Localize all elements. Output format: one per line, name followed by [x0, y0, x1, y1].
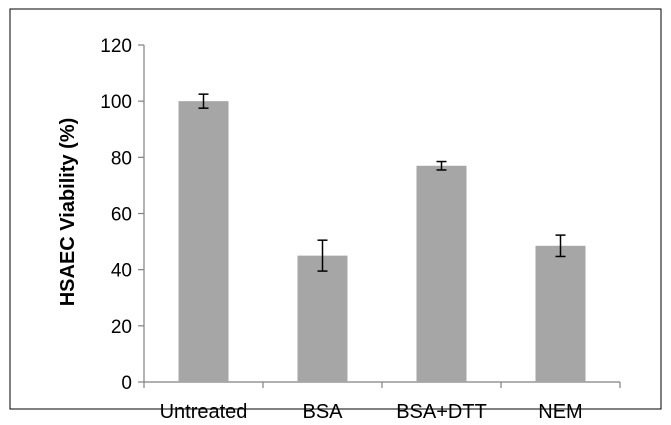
y-tick-label: 80	[111, 148, 132, 169]
x-category-label: BSA	[302, 401, 343, 423]
error-bar	[436, 160, 447, 171]
bar	[178, 101, 229, 383]
error-bar	[198, 93, 209, 109]
error-bar	[317, 239, 328, 272]
x-category-label: BSA+DTT	[396, 401, 487, 423]
y-tick-label: 20	[111, 317, 132, 338]
bar	[297, 255, 348, 382]
y-tick-label: 40	[111, 261, 132, 282]
bar	[416, 165, 467, 382]
error-bar	[555, 234, 566, 258]
bar	[535, 245, 586, 382]
error-bars	[198, 93, 566, 272]
bars	[178, 101, 586, 383]
y-tick-label: 60	[111, 205, 132, 226]
y-tick-label: 100	[100, 92, 132, 113]
y-tick-label: 120	[100, 36, 132, 57]
y-tick-label: 0	[121, 373, 132, 394]
y-axis-label: HSAEC Viability (%)	[57, 118, 79, 307]
x-category-label: NEM	[538, 401, 582, 423]
x-category-label: Untreated	[160, 401, 248, 423]
category-labels: Untreated BSA BSA+DTT NEM	[160, 401, 583, 423]
y-axis: 0 20 40 60 80 100 120	[100, 36, 145, 394]
